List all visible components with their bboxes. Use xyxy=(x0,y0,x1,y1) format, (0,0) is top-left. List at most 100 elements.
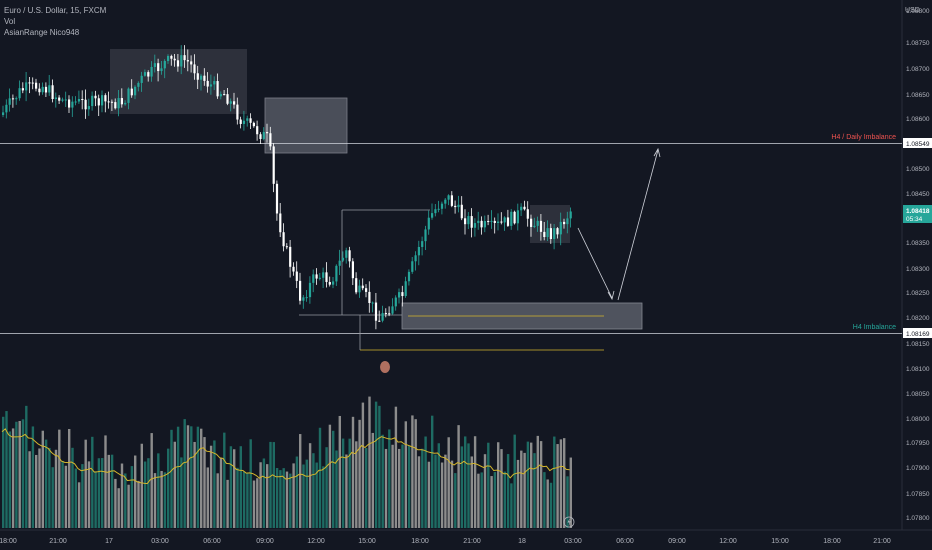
price-tick: 1.08500 xyxy=(906,166,930,173)
projection-drawings[interactable] xyxy=(380,147,661,373)
volume-bar xyxy=(520,450,523,528)
candle-body xyxy=(569,211,572,219)
time-axis[interactable]: 18:00 21:00 17 03:00 06:00 09:00 12:00 15:00 18:… xyxy=(0,538,891,545)
candle-body xyxy=(563,221,566,225)
candle-body xyxy=(302,297,305,301)
candle-body xyxy=(180,55,183,67)
volume-bar xyxy=(41,430,44,528)
candle-body xyxy=(242,120,246,124)
projection-up-arrowhead xyxy=(653,147,661,158)
candle-body xyxy=(523,206,526,210)
volume-bar xyxy=(546,479,549,528)
candle-body xyxy=(18,88,21,99)
price-axis[interactable]: 1.08800 1.08750 1.08700 1.08650 1.08600 1.085… xyxy=(903,8,932,522)
candle-body xyxy=(325,272,328,283)
candle-body xyxy=(404,281,407,297)
candle-body xyxy=(233,101,236,105)
volume-bar xyxy=(523,452,526,528)
volume-bar xyxy=(209,445,213,528)
volume-bar xyxy=(84,439,87,528)
time-tick: 06:00 xyxy=(203,538,221,545)
volume-bar xyxy=(35,454,38,528)
asian-range-indicator-label[interactable]: AsianRange Nico948 xyxy=(4,28,80,37)
time-tick: 03:00 xyxy=(564,538,582,545)
candle-body xyxy=(503,217,506,223)
price-tick: 1.07800 xyxy=(906,515,930,522)
volume-bar xyxy=(483,454,487,528)
candle-body xyxy=(556,228,559,235)
price-tick: 1.07850 xyxy=(906,491,930,498)
candle-body xyxy=(285,246,288,248)
candle-body xyxy=(150,66,153,77)
volume-bar xyxy=(58,429,61,528)
volume-bar xyxy=(566,476,569,528)
volume-bar xyxy=(279,470,282,528)
candle-body xyxy=(193,64,196,74)
time-tick: 09:00 xyxy=(256,538,274,545)
volume-bar xyxy=(543,472,546,528)
replay-button[interactable] xyxy=(563,516,575,528)
volume-bar xyxy=(503,471,506,528)
volume-bar xyxy=(163,472,167,528)
h4-imbalance-price-tag xyxy=(903,328,932,338)
candle-body xyxy=(500,221,503,223)
candle-body xyxy=(120,98,123,105)
candlesticks xyxy=(2,45,572,330)
volume-bar xyxy=(15,421,18,528)
volume-bar xyxy=(355,441,358,528)
candle-body xyxy=(246,118,249,121)
candle-body xyxy=(480,220,483,228)
candle-body xyxy=(322,272,325,278)
volume-bar xyxy=(71,447,74,528)
volume-bar xyxy=(249,439,252,528)
volume-bar xyxy=(556,444,559,528)
volume-moving-average xyxy=(1,428,570,485)
candle-body xyxy=(203,75,206,81)
volume-bar xyxy=(54,449,58,528)
volume-bar xyxy=(285,471,289,528)
time-tick: 09:00 xyxy=(668,538,686,545)
volume-bar xyxy=(262,458,266,528)
candle-body xyxy=(81,98,84,100)
candle-body xyxy=(153,63,156,67)
candle-body xyxy=(84,99,87,110)
volume-bar xyxy=(467,443,470,528)
candle-body xyxy=(223,94,226,96)
candle-body xyxy=(289,246,292,267)
candle-body xyxy=(147,72,150,77)
candle-body xyxy=(127,88,130,103)
volume-bar xyxy=(444,454,447,528)
candle-body xyxy=(530,218,533,227)
volume-bar xyxy=(206,467,209,528)
current-price-value: 1.08418 xyxy=(906,208,930,215)
volume-bar xyxy=(87,461,91,528)
symbol-title[interactable]: Euro / U.S. Dollar, 15, FXCM xyxy=(4,6,107,15)
volume-bar xyxy=(173,441,176,528)
candle-body xyxy=(110,101,114,103)
volume-bar xyxy=(101,458,104,528)
volume-indicator-label[interactable]: Vol xyxy=(4,17,16,26)
projection-down-line xyxy=(577,227,613,299)
candle-body xyxy=(483,221,486,228)
volume-bar xyxy=(308,443,312,528)
candle-body xyxy=(384,312,387,314)
volume-bar xyxy=(404,421,407,528)
volume-bar xyxy=(549,482,553,528)
candle-body xyxy=(140,75,143,83)
candle-body xyxy=(355,278,358,293)
volume-bar xyxy=(401,444,404,528)
volume-bar xyxy=(11,428,15,528)
volume-bar xyxy=(8,431,11,528)
volume-bar xyxy=(193,441,196,528)
candle-body xyxy=(262,132,265,139)
candle-body xyxy=(206,80,209,87)
volume-bar xyxy=(219,458,223,528)
volume-bar xyxy=(252,480,256,528)
volume-bar xyxy=(223,432,226,528)
candle-body xyxy=(341,257,345,261)
candle-body xyxy=(328,282,331,285)
volume-bar xyxy=(477,473,480,528)
volume-bar xyxy=(417,456,421,528)
candle-body xyxy=(381,312,384,321)
